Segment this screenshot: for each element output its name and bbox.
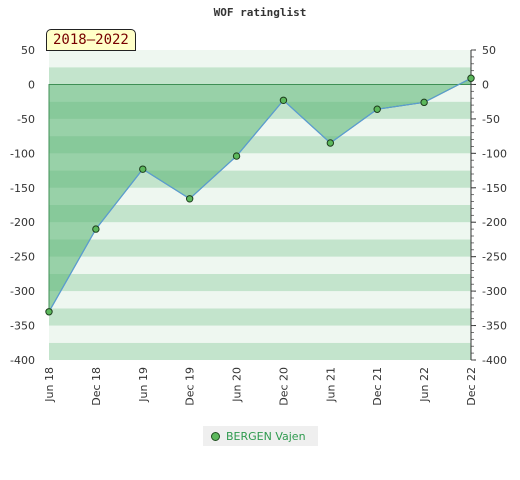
data-point [279,96,288,104]
grid-band [49,342,471,360]
grid-band [49,222,471,240]
x-tick-label: Dec 20 [277,367,290,406]
x-tick-label: Jun 18 [43,367,56,403]
grid-band [49,50,471,68]
y-tick-label-right: -50 [482,113,500,126]
y-tick-label-right: -400 [482,354,507,367]
x-tick-label: Dec 18 [90,367,103,406]
x-tick-label: Jun 20 [231,367,244,403]
y-tick-label-left: -350 [10,320,35,333]
x-tick-label: Jun 22 [418,367,431,403]
y-tick-label-left: -400 [10,354,35,367]
grid-band [49,308,471,326]
legend: BERGEN Vajen [203,426,318,446]
y-tick-label-left: -300 [10,285,35,298]
data-point [373,105,381,113]
y-tick-label-right: -250 [482,251,507,264]
y-tick-label-right: -150 [482,182,507,195]
y-tick-label-left: -50 [17,113,35,126]
grid-band [49,273,471,292]
data-point [467,74,475,82]
legend-marker [211,431,220,441]
x-tick-label: Dec 19 [184,367,197,406]
y-tick-label-left: -200 [10,216,35,229]
data-point [420,98,428,107]
y-tick-label-right: 0 [482,78,489,91]
series-line [48,77,472,313]
grid-band [49,291,471,309]
y-tick-label-left: -150 [10,182,35,195]
x-tick-label: Jun 19 [137,367,150,403]
legend-label: BERGEN Vajen [226,429,306,443]
grid-band [49,239,471,257]
data-point [326,139,335,147]
data-point [232,152,241,160]
grid-band [49,205,471,223]
y-tick-label-right: -100 [482,147,507,160]
data-point [45,308,53,316]
x-tick-label: Dec 22 [465,367,478,406]
y-tick-label-left: 50 [21,44,35,57]
y-tick-label-right: 50 [482,44,496,57]
grid-band [49,187,471,205]
data-point [139,165,147,173]
data-point [92,225,100,233]
y-tick-label-left: -100 [10,147,35,160]
grid-band [49,325,471,343]
y-tick-label-left: 0 [28,78,35,91]
grid-band [49,256,471,274]
y-tick-label-right: -300 [482,285,507,298]
date-range-badge: 2018–2022 [46,29,136,51]
x-tick-label: Jun 21 [324,367,337,403]
y-tick-label-right: -350 [482,320,507,333]
x-tick-label: Dec 21 [371,367,384,406]
grid-band [49,67,471,85]
y-tick-label-left: -250 [10,251,35,264]
chart-title: WOF ratinglist [213,6,307,19]
y-tick-label-right: -200 [482,216,507,229]
data-point [185,195,194,203]
